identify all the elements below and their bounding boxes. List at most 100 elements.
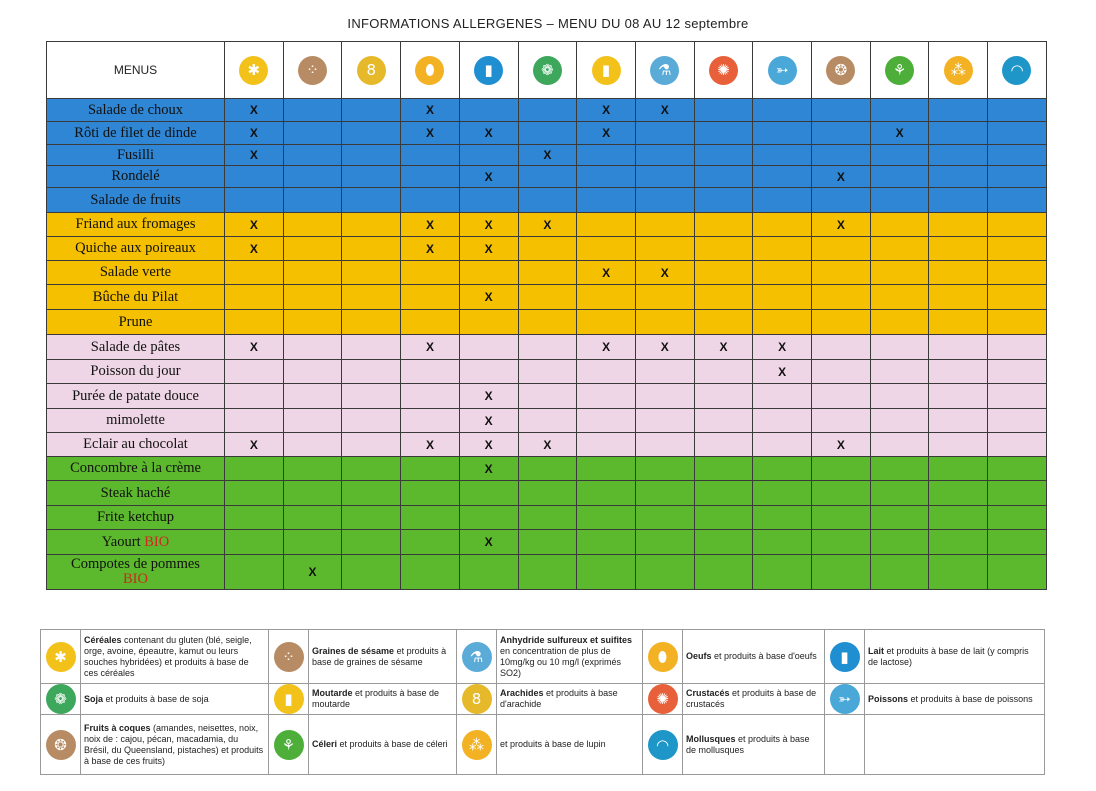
allergen-mark (400, 480, 460, 506)
legend-allergen-name: Arachides (500, 688, 544, 698)
allergen-mark (224, 165, 284, 188)
allergen-mark: X (400, 98, 460, 122)
allergen-mark (693, 408, 754, 433)
allergen-header-cell: ⁂ (928, 41, 989, 99)
legend-icon-cell: ✱ (40, 629, 81, 684)
legend-icon-cell: ➳ (824, 683, 865, 715)
allergen-mark (341, 212, 402, 237)
menu-row: Salade de fruits (46, 187, 1047, 213)
allergen-mark (400, 309, 460, 335)
shell-icon: ◠ (1002, 55, 1032, 85)
allergen-mark (576, 144, 636, 166)
allergen-mark (517, 456, 578, 481)
allergen-mark (282, 505, 343, 530)
allergen-mark (576, 212, 636, 237)
allergen-mark: X (224, 98, 284, 122)
allergen-header-cell: 8 (341, 41, 402, 99)
dish-label: Quiche aux poireaux (75, 240, 196, 256)
egg-icon: ⬮ (415, 55, 445, 85)
allergen-mark (693, 505, 754, 530)
allergen-mark (224, 284, 284, 310)
allergen-mark (634, 284, 695, 310)
legend-text: Oeufs et produits à base d'oeufs (682, 629, 825, 684)
peanut-icon: 8 (356, 55, 386, 85)
legend-description: et produits à base de moutarde (312, 688, 440, 709)
allergen-mark (752, 309, 813, 335)
allergen-mark (576, 236, 636, 261)
allergen-mark (517, 98, 578, 122)
allergen-mark (752, 456, 813, 481)
allergen-mark (928, 309, 989, 335)
allergen-mark (987, 121, 1047, 145)
legend-icon-cell: ⁘ (268, 629, 309, 684)
allergen-mark (458, 480, 519, 506)
allergen-mark: X (634, 98, 695, 122)
dish-label: mimolette (106, 412, 165, 428)
dish-name: Prune (46, 309, 225, 335)
legend-allergen-name: Mollusques (686, 733, 736, 744)
legend-text: Soja et produits à base de soja (80, 683, 269, 715)
allergen-mark (811, 98, 871, 122)
allergen-mark: X (517, 212, 578, 237)
crab-icon: ✺ (647, 684, 678, 714)
allergen-mark (282, 456, 343, 481)
allergen-mark (517, 187, 578, 213)
allergen-mark (811, 505, 871, 530)
allergen-mark: X (458, 236, 519, 261)
menu-row: Rondelé X X (46, 165, 1047, 188)
allergen-mark (928, 165, 989, 188)
allergen-mark (458, 334, 519, 360)
allergen-mark (987, 212, 1047, 237)
allergen-mark: X (693, 334, 754, 360)
allergen-mark (811, 529, 871, 555)
allergen-header-cell: ⚘ (869, 41, 930, 99)
dish-name: Purée de patate douce (46, 383, 225, 409)
dish-name: Salade verte (46, 260, 225, 285)
allergen-mark (634, 529, 695, 555)
allergen-mark (752, 284, 813, 310)
dish-label: Bûche du Pilat (92, 288, 179, 305)
dish-label: Salade de fruits (90, 191, 181, 208)
allergen-mark (341, 309, 402, 335)
dish-name: Compotes de pommes BIO (46, 554, 225, 590)
allergen-header-cell: ➳ (752, 41, 813, 99)
allergen-mark (634, 505, 695, 530)
menu-row: Bûche du Pilat X (46, 284, 1047, 310)
dish-label: Purée de patate douce (72, 387, 199, 404)
allergen-mark (341, 529, 402, 555)
allergen-mark (869, 359, 930, 384)
allergen-mark (869, 144, 930, 166)
allergen-mark (341, 165, 402, 188)
sulphite-icon: ⚗ (461, 641, 492, 672)
allergen-mark (869, 456, 930, 481)
allergen-mark (341, 408, 402, 433)
bio-label: BIO (123, 571, 148, 587)
allergen-mark (634, 432, 695, 457)
allergen-mark (400, 383, 460, 409)
soy-icon: ❁ (532, 55, 562, 85)
crab-icon: ✺ (708, 55, 738, 85)
menu-row: Rôti de filet de dinde X X X X X (46, 121, 1047, 145)
allergen-mark (400, 260, 460, 285)
allergen-mark (928, 480, 989, 506)
legend-text: Moutarde et produits à base de moutarde (308, 683, 457, 715)
legend-empty-cell (864, 714, 1045, 775)
allergen-mark: X (576, 98, 636, 122)
allergen-mark (634, 480, 695, 506)
allergen-mark (458, 554, 519, 590)
allergen-mark (811, 480, 871, 506)
allergen-mark (517, 359, 578, 384)
allergen-mark (811, 359, 871, 384)
allergen-mark (752, 408, 813, 433)
allergen-mark: X (752, 359, 813, 384)
menu-row: Quiche aux poireaux X X X (46, 236, 1047, 261)
allergen-mark (517, 529, 578, 555)
allergen-mark (517, 260, 578, 285)
menu-row: Compotes de pommes BIO X (46, 554, 1047, 590)
allergen-mark (752, 144, 813, 166)
allergen-mark (928, 383, 989, 409)
shell-icon: ◠ (647, 729, 678, 760)
menu-row: Friand aux fromages X X X X X (46, 212, 1047, 237)
allergen-mark (752, 432, 813, 457)
allergen-mark (282, 309, 343, 335)
